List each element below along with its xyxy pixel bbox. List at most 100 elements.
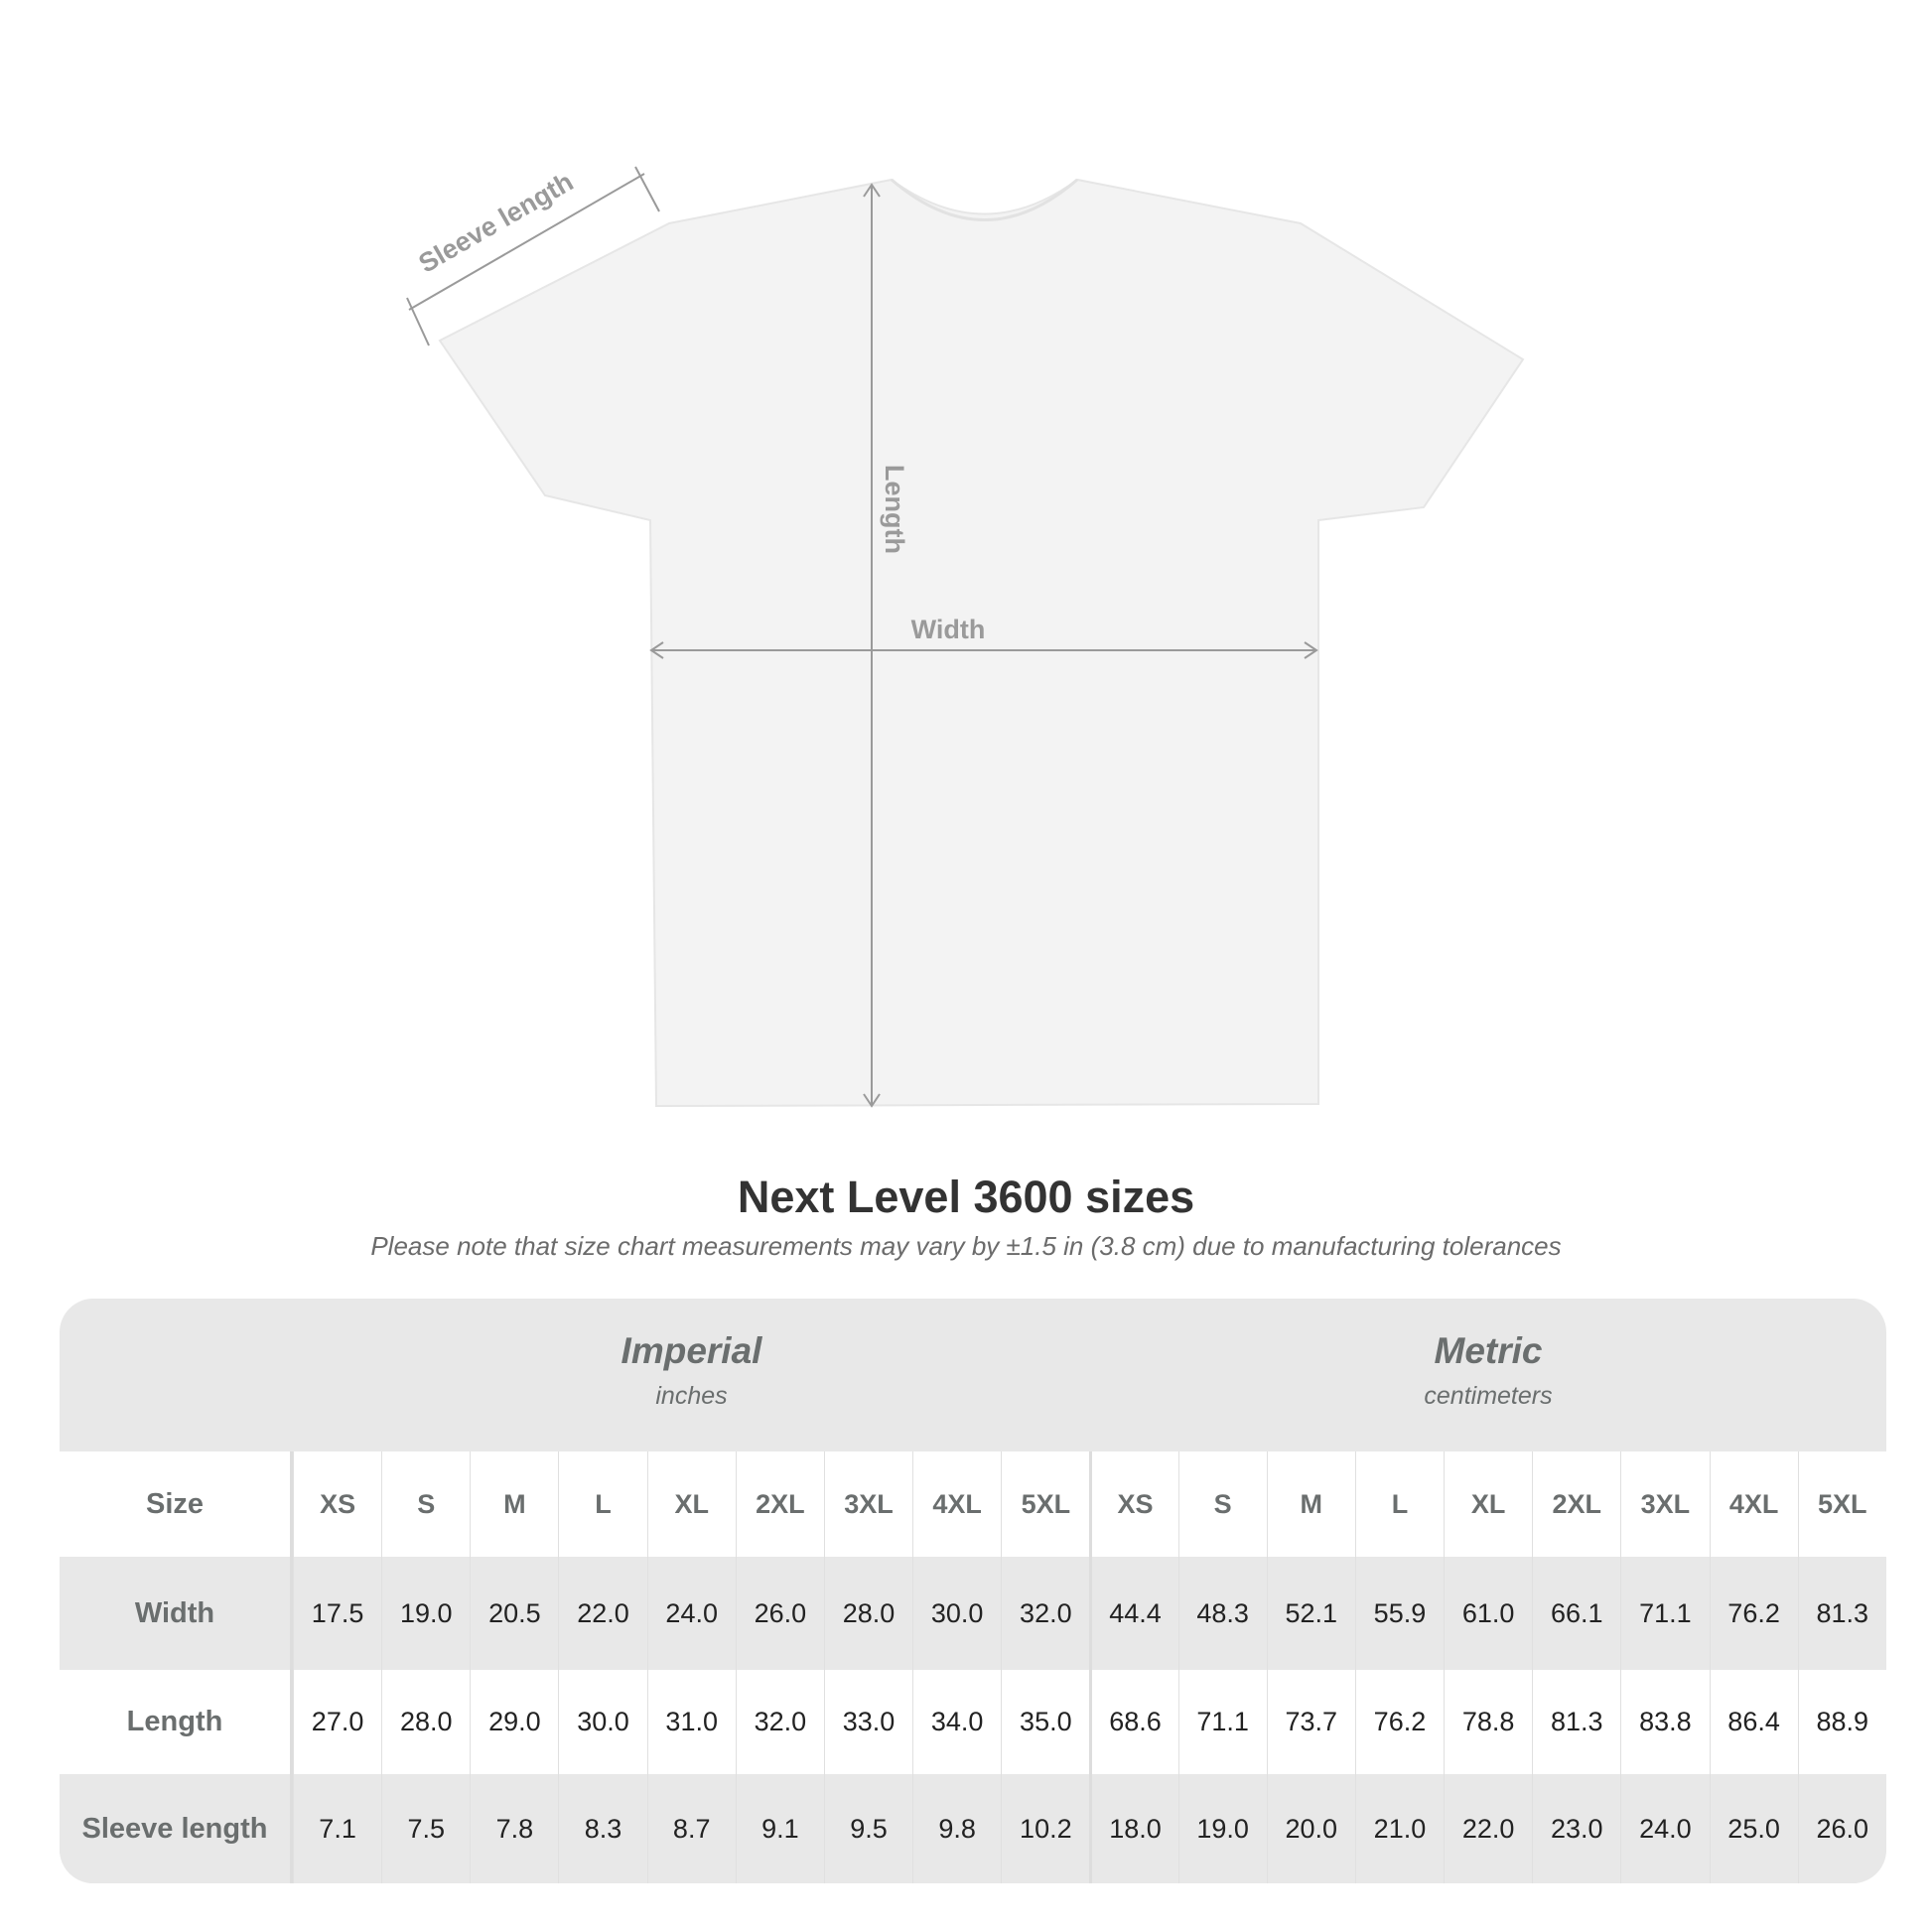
metric-value-cell: 25.0 <box>1709 1774 1798 1883</box>
imperial-value-cell: 10.2 <box>1001 1774 1089 1883</box>
metric-value-cell: 55.9 <box>1354 1557 1444 1670</box>
metric-value-cell: 76.2 <box>1354 1670 1444 1774</box>
metric-value-cell: 26.0 <box>1797 1774 1886 1883</box>
row-label: Size <box>60 1451 293 1557</box>
size-header-cell: 2XL <box>735 1451 824 1557</box>
width-arrow-head-right <box>1304 641 1318 659</box>
size-header-cell: 5XL <box>1797 1451 1886 1557</box>
metric-title: Metric <box>1434 1330 1543 1371</box>
imperial-value-cell: 30.0 <box>912 1557 1001 1670</box>
imperial-header: Imperial inches <box>293 1299 1090 1451</box>
metric-value-cell: 68.6 <box>1089 1670 1177 1774</box>
metric-header: Metric centimeters <box>1090 1299 1886 1451</box>
imperial-value-cell: 26.0 <box>735 1557 824 1670</box>
imperial-value-cell: 17.5 <box>293 1557 381 1670</box>
table-row: Length 27.0 28.0 29.0 30.0 31.0 32.0 33.0 34.0 35… <box>60 1670 1886 1774</box>
metric-value-cell: 88.9 <box>1797 1670 1886 1774</box>
imperial-value-cell: 24.0 <box>646 1557 736 1670</box>
tolerance-note: Please note that size chart measurements… <box>370 1231 1562 1261</box>
size-header-cell: 2XL <box>1532 1451 1620 1557</box>
size-header-cell: XL <box>646 1451 736 1557</box>
width-arrow-head-left <box>649 641 664 659</box>
imperial-value-cell: 9.5 <box>823 1774 912 1883</box>
size-header-cell: XS <box>293 1451 381 1557</box>
imperial-value-cell: 32.0 <box>1001 1557 1089 1670</box>
tshirt-shape <box>438 178 1525 1108</box>
metric-unit: centimeters <box>1424 1382 1553 1410</box>
metric-value-cell: 76.2 <box>1709 1557 1798 1670</box>
imperial-value-cell: 34.0 <box>912 1670 1001 1774</box>
size-header-cell: L <box>1354 1451 1444 1557</box>
metric-value-cell: 23.0 <box>1532 1774 1620 1883</box>
table-row: Width 17.5 19.0 20.5 22.0 24.0 26.0 28.0 30.0 32.… <box>60 1557 1886 1670</box>
metric-value-cell: 66.1 <box>1532 1557 1620 1670</box>
size-header-cell: S <box>1177 1451 1267 1557</box>
table-row: Sleeve length 7.1 7.5 7.8 8.3 8.7 9.1 9.5 9.8 10.… <box>60 1774 1886 1883</box>
imperial-value-cell: 33.0 <box>823 1670 912 1774</box>
imperial-value-cell: 28.0 <box>823 1557 912 1670</box>
imperial-unit: inches <box>655 1382 728 1410</box>
metric-value-cell: 19.0 <box>1177 1774 1267 1883</box>
metric-value-cell: 48.3 <box>1177 1557 1267 1670</box>
size-header-cell: 3XL <box>1620 1451 1709 1557</box>
imperial-value-cell: 7.5 <box>381 1774 470 1883</box>
metric-value-cell: 81.3 <box>1797 1557 1886 1670</box>
imperial-value-cell: 8.7 <box>646 1774 736 1883</box>
imperial-value-cell: 9.8 <box>912 1774 1001 1883</box>
metric-value-cell: 73.7 <box>1266 1670 1355 1774</box>
imperial-value-cell: 32.0 <box>735 1670 824 1774</box>
size-chart-table: Imperial inches Metric centimeters Size X… <box>60 1299 1886 1883</box>
sleeve-arrow-tick-left <box>406 297 430 346</box>
row-label: Length <box>60 1670 293 1774</box>
metric-value-cell: 20.0 <box>1266 1774 1355 1883</box>
imperial-title: Imperial <box>621 1330 762 1371</box>
imperial-value-cell: 8.3 <box>558 1774 646 1883</box>
size-header-cell: 4XL <box>1709 1451 1798 1557</box>
page-title: Next Level 3600 sizes <box>737 1172 1195 1222</box>
size-header-cell: 3XL <box>823 1451 912 1557</box>
imperial-value-cell: 22.0 <box>558 1557 646 1670</box>
imperial-value-cell: 20.5 <box>470 1557 558 1670</box>
metric-value-cell: 83.8 <box>1620 1670 1709 1774</box>
imperial-value-cell: 35.0 <box>1001 1670 1089 1774</box>
imperial-value-cell: 7.1 <box>293 1774 381 1883</box>
size-header-cell: L <box>558 1451 646 1557</box>
sleeve-length-label: Sleeve length <box>414 167 579 279</box>
metric-value-cell: 78.8 <box>1444 1670 1532 1774</box>
size-header-cell: 5XL <box>1001 1451 1089 1557</box>
imperial-value-cell: 19.0 <box>381 1557 470 1670</box>
size-header-cell: XS <box>1089 1451 1177 1557</box>
size-header-cell: 4XL <box>912 1451 1001 1557</box>
metric-value-cell: 21.0 <box>1354 1774 1444 1883</box>
width-label: Width <box>911 615 986 644</box>
size-header-row: Size XS S M L XL 2XL 3XL 4XL 5XL XS S M L XL 2XL 3XL 4XL 5… <box>60 1451 1886 1557</box>
size-header-cell: M <box>1266 1451 1355 1557</box>
row-label: Width <box>60 1557 293 1670</box>
metric-value-cell: 71.1 <box>1177 1670 1267 1774</box>
imperial-value-cell: 7.8 <box>470 1774 558 1883</box>
tshirt-collar <box>891 178 1078 221</box>
sleeve-arrow-tick-right <box>634 166 660 212</box>
tshirt-diagram: Sleeve length Length Width <box>406 166 1525 1108</box>
length-label: Length <box>880 465 909 554</box>
length-arrow-head-bottom <box>863 1093 881 1108</box>
size-header-cell: XL <box>1444 1451 1532 1557</box>
imperial-value-cell: 28.0 <box>381 1670 470 1774</box>
row-label: Sleeve length <box>60 1774 293 1883</box>
size-header-cell: S <box>381 1451 470 1557</box>
metric-value-cell: 81.3 <box>1532 1670 1620 1774</box>
metric-value-cell: 52.1 <box>1266 1557 1355 1670</box>
metric-value-cell: 22.0 <box>1444 1774 1532 1883</box>
imperial-value-cell: 9.1 <box>735 1774 824 1883</box>
metric-value-cell: 61.0 <box>1444 1557 1532 1670</box>
metric-value-cell: 24.0 <box>1620 1774 1709 1883</box>
metric-value-cell: 18.0 <box>1089 1774 1177 1883</box>
metric-value-cell: 71.1 <box>1620 1557 1709 1670</box>
metric-value-cell: 44.4 <box>1089 1557 1177 1670</box>
imperial-value-cell: 30.0 <box>558 1670 646 1774</box>
length-arrow-head-top <box>863 183 881 198</box>
imperial-value-cell: 27.0 <box>293 1670 381 1774</box>
size-header-cell: M <box>470 1451 558 1557</box>
metric-value-cell: 86.4 <box>1709 1670 1798 1774</box>
sleeve-arrow <box>408 173 645 311</box>
